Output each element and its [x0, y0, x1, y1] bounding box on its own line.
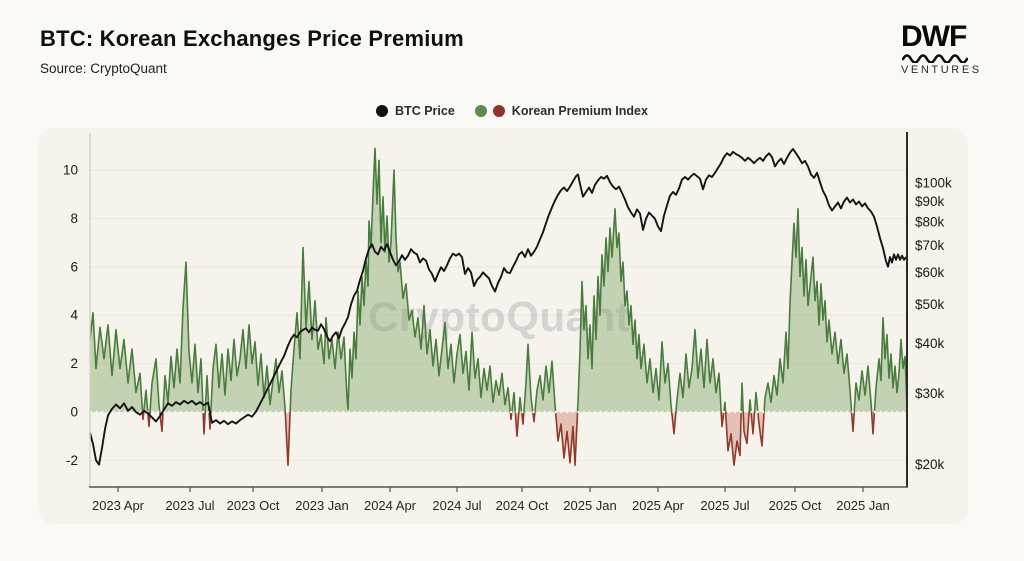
svg-text:$50k: $50k — [915, 297, 945, 312]
svg-text:2024 Oct: 2024 Oct — [496, 498, 549, 513]
svg-text:2025 Jul: 2025 Jul — [700, 498, 749, 513]
legend-label-premium: Korean Premium Index — [511, 104, 648, 118]
svg-text:2023 Jan: 2023 Jan — [295, 498, 349, 513]
x-axis-labels: 2023 Apr 2023 Jul 2023 Oct 2023 Jan 2024 Apr… — [92, 487, 890, 513]
svg-text:8: 8 — [70, 211, 78, 226]
premium-positive-region — [89, 147, 908, 413]
svg-text:$90k: $90k — [915, 194, 945, 209]
btc-price-line — [89, 148, 907, 466]
svg-text:$40k: $40k — [915, 336, 945, 351]
svg-text:$20k: $20k — [915, 457, 945, 472]
svg-text:$100k: $100k — [915, 176, 952, 191]
svg-text:-2: -2 — [66, 453, 78, 468]
svg-text:$30k: $30k — [915, 386, 945, 401]
left-axis-labels: -2 0 2 4 6 8 10 — [63, 163, 79, 468]
legend-item-btc-price: BTC Price — [376, 104, 455, 118]
svg-text:4: 4 — [70, 308, 78, 323]
dwf-ventures-logo: DWF VENTURES — [901, 20, 982, 77]
logo-wave-icon — [902, 54, 968, 63]
svg-text:2: 2 — [70, 356, 78, 371]
svg-text:0: 0 — [70, 405, 78, 420]
svg-text:6: 6 — [70, 259, 78, 274]
svg-text:2023 Apr: 2023 Apr — [92, 498, 145, 513]
premium-red-dot-icon — [492, 105, 505, 117]
svg-text:2024 Jul: 2024 Jul — [432, 498, 481, 513]
svg-text:10: 10 — [63, 163, 78, 178]
chart-card — [38, 128, 968, 524]
svg-text:2023 Oct: 2023 Oct — [227, 498, 280, 513]
legend-label-btc: BTC Price — [395, 104, 455, 118]
btc-price-dot-icon — [376, 105, 389, 117]
premium-green-dot-icon — [474, 105, 487, 117]
svg-text:2024 Apr: 2024 Apr — [364, 498, 417, 513]
legend-item-korean-premium: Korean Premium Index — [474, 104, 648, 118]
svg-text:$70k: $70k — [915, 238, 945, 253]
svg-text:$80k: $80k — [915, 215, 945, 230]
source-label: Source: CryptoQuant — [40, 61, 167, 76]
svg-text:$60k: $60k — [915, 265, 945, 280]
page-title: BTC: Korean Exchanges Price Premium — [40, 26, 464, 51]
svg-text:2025 Jan: 2025 Jan — [563, 498, 617, 513]
svg-text:2025 Jan: 2025 Jan — [836, 498, 890, 513]
premium-negative-region — [141, 412, 876, 466]
right-axis-labels: $100k $90k $80k $70k $60k $50k $40k $30k $20k — [915, 176, 952, 473]
svg-text:2025 Oct: 2025 Oct — [769, 498, 822, 513]
chart-legend: BTC Price Korean Premium Index — [0, 104, 1024, 118]
svg-text:2025 Apr: 2025 Apr — [632, 498, 685, 513]
logo-text: DWF — [901, 20, 967, 53]
gridlines — [90, 169, 907, 461]
logo-subtext: VENTURES — [901, 64, 982, 76]
svg-text:2023 Jul: 2023 Jul — [165, 498, 214, 513]
